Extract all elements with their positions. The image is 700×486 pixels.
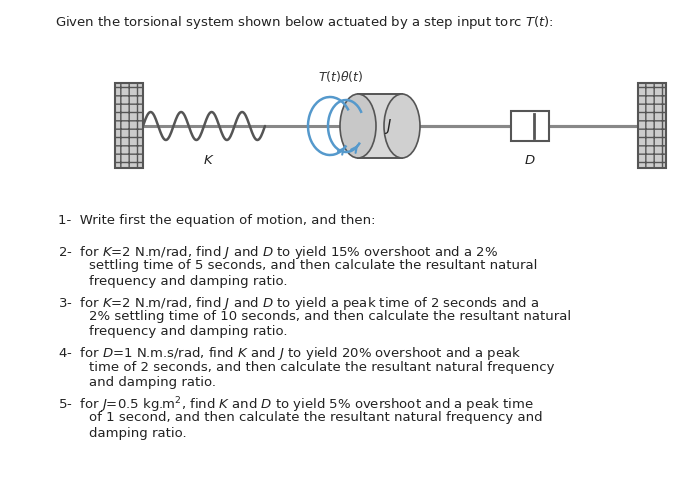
Bar bbox=[358, 94, 402, 158]
Text: $J$: $J$ bbox=[384, 117, 392, 136]
Text: $D$: $D$ bbox=[524, 154, 536, 167]
Text: 5-  for $J$=0.5 kg.m$^2$, find $K$ and $D$ to yield 5% overshoot and a peak time: 5- for $J$=0.5 kg.m$^2$, find $K$ and $D… bbox=[58, 396, 534, 415]
Text: $K$: $K$ bbox=[203, 154, 215, 167]
Bar bbox=[638, 84, 666, 169]
Text: Given the torsional system shown below actuated by a step input torc $T(t)$:: Given the torsional system shown below a… bbox=[55, 14, 554, 31]
Text: 3-  for $K$=2 N.m/rad, find $J$ and $D$ to yield a peak time of 2 seconds and a: 3- for $K$=2 N.m/rad, find $J$ and $D$ t… bbox=[58, 295, 539, 312]
Text: time of 2 seconds, and then calculate the resultant natural frequency: time of 2 seconds, and then calculate th… bbox=[72, 361, 554, 374]
Text: settling time of 5 seconds, and then calculate the resultant natural: settling time of 5 seconds, and then cal… bbox=[72, 260, 538, 273]
Ellipse shape bbox=[340, 94, 376, 158]
Text: damping ratio.: damping ratio. bbox=[72, 427, 187, 439]
Bar bbox=[115, 84, 143, 169]
Text: 2-  for $K$=2 N.m/rad, find $J$ and $D$ to yield 15% overshoot and a 2%: 2- for $K$=2 N.m/rad, find $J$ and $D$ t… bbox=[58, 244, 498, 261]
Text: $T(t)$: $T(t)$ bbox=[318, 69, 342, 84]
Bar bbox=[115, 84, 143, 169]
Text: 4-  for $D$=1 N.m.s/rad, find $K$ and $J$ to yield 20% overshoot and a peak: 4- for $D$=1 N.m.s/rad, find $K$ and $J$… bbox=[58, 345, 522, 362]
Text: $\theta(t)$: $\theta(t)$ bbox=[340, 69, 363, 84]
Ellipse shape bbox=[384, 94, 420, 158]
Text: 2% settling time of 10 seconds, and then calculate the resultant natural: 2% settling time of 10 seconds, and then… bbox=[72, 310, 571, 323]
Bar bbox=[511, 111, 549, 141]
Text: 1-  Write first the equation of motion, and then:: 1- Write first the equation of motion, a… bbox=[58, 214, 375, 227]
Text: frequency and damping ratio.: frequency and damping ratio. bbox=[72, 326, 288, 339]
Bar bbox=[638, 84, 666, 169]
Text: of 1 second, and then calculate the resultant natural frequency and: of 1 second, and then calculate the resu… bbox=[72, 411, 542, 424]
Text: frequency and damping ratio.: frequency and damping ratio. bbox=[72, 275, 288, 288]
Text: and damping ratio.: and damping ratio. bbox=[72, 376, 216, 389]
